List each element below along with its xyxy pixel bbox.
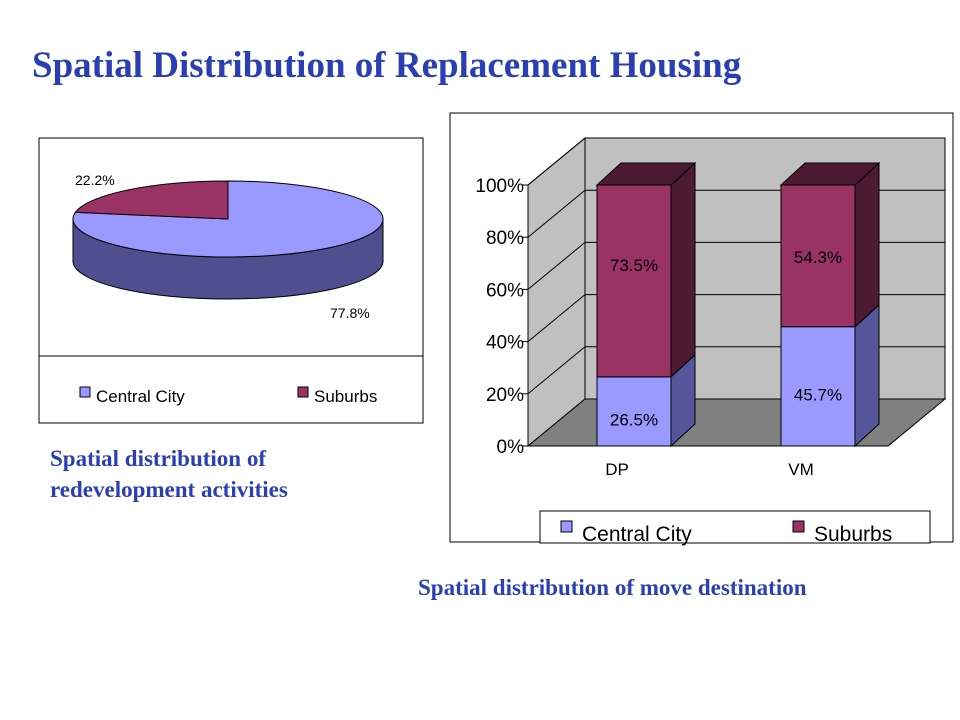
bar-side-vm-central-city: [854, 303, 880, 448]
category-label-dp: DP: [605, 460, 629, 479]
y-tick-label: 0%: [497, 437, 525, 458]
bar-legend-label-central-city: Central City: [582, 523, 692, 546]
caption-left-line-2: redevelopment activities: [50, 477, 288, 502]
pie-legend-label-suburbs: Suburbs: [314, 387, 377, 406]
y-tick-label: 80%: [486, 228, 524, 249]
gridline: [527, 137, 945, 186]
bar-legend-swatch-central-city: [560, 520, 573, 533]
bar-side-vm-suburbs: [854, 161, 880, 328]
caption-right: Spatial distribution of move destination: [418, 575, 807, 600]
pie-legend-swatch-suburbs: [297, 386, 309, 398]
bar-top-dp: [595, 162, 697, 186]
caption-left-line-1: Spatial distribution of: [50, 446, 266, 471]
caption-left: Spatial distribution of redevelopment ac…: [50, 443, 410, 505]
pie-legend-label-central-city: Central City: [96, 387, 185, 406]
pie-label-central-city: 77.8%: [330, 305, 370, 321]
data-label-vm-suburbs: 54.3%: [794, 248, 842, 267]
y-tick-label: 100%: [475, 176, 524, 197]
y-tick-label: 60%: [486, 280, 524, 301]
y-tick-label: 20%: [486, 385, 524, 406]
pie-label-suburbs: 22.2%: [75, 172, 115, 188]
data-label-vm-central-city: 45.7%: [794, 385, 842, 404]
bar-legend-box: [539, 510, 931, 544]
bar-legend-label-suburbs: Suburbs: [814, 523, 892, 546]
chart-side-wall: [527, 136, 586, 448]
bar-vm-central-city: [780, 326, 856, 447]
bar-dp-suburbs: [596, 184, 672, 378]
data-label-dp-suburbs: 73.5%: [610, 256, 658, 275]
page-title: Spatial Distribution of Replacement Hous…: [32, 45, 742, 86]
category-label-vm: VM: [788, 460, 814, 479]
pie-slice-suburbs: [74, 180, 229, 220]
bar-legend-swatch-suburbs: [792, 520, 805, 533]
pie-legend-swatch-central-city: [79, 386, 91, 398]
data-label-dp-central-city: 26.5%: [610, 410, 658, 429]
y-tick-label: 40%: [486, 333, 524, 354]
bar-top-vm: [779, 162, 881, 186]
bar-dp-central-city: [596, 376, 672, 447]
bar-vm-suburbs: [780, 184, 856, 328]
bar-side-dp-suburbs: [670, 161, 696, 378]
chart-floor: [526, 398, 947, 447]
